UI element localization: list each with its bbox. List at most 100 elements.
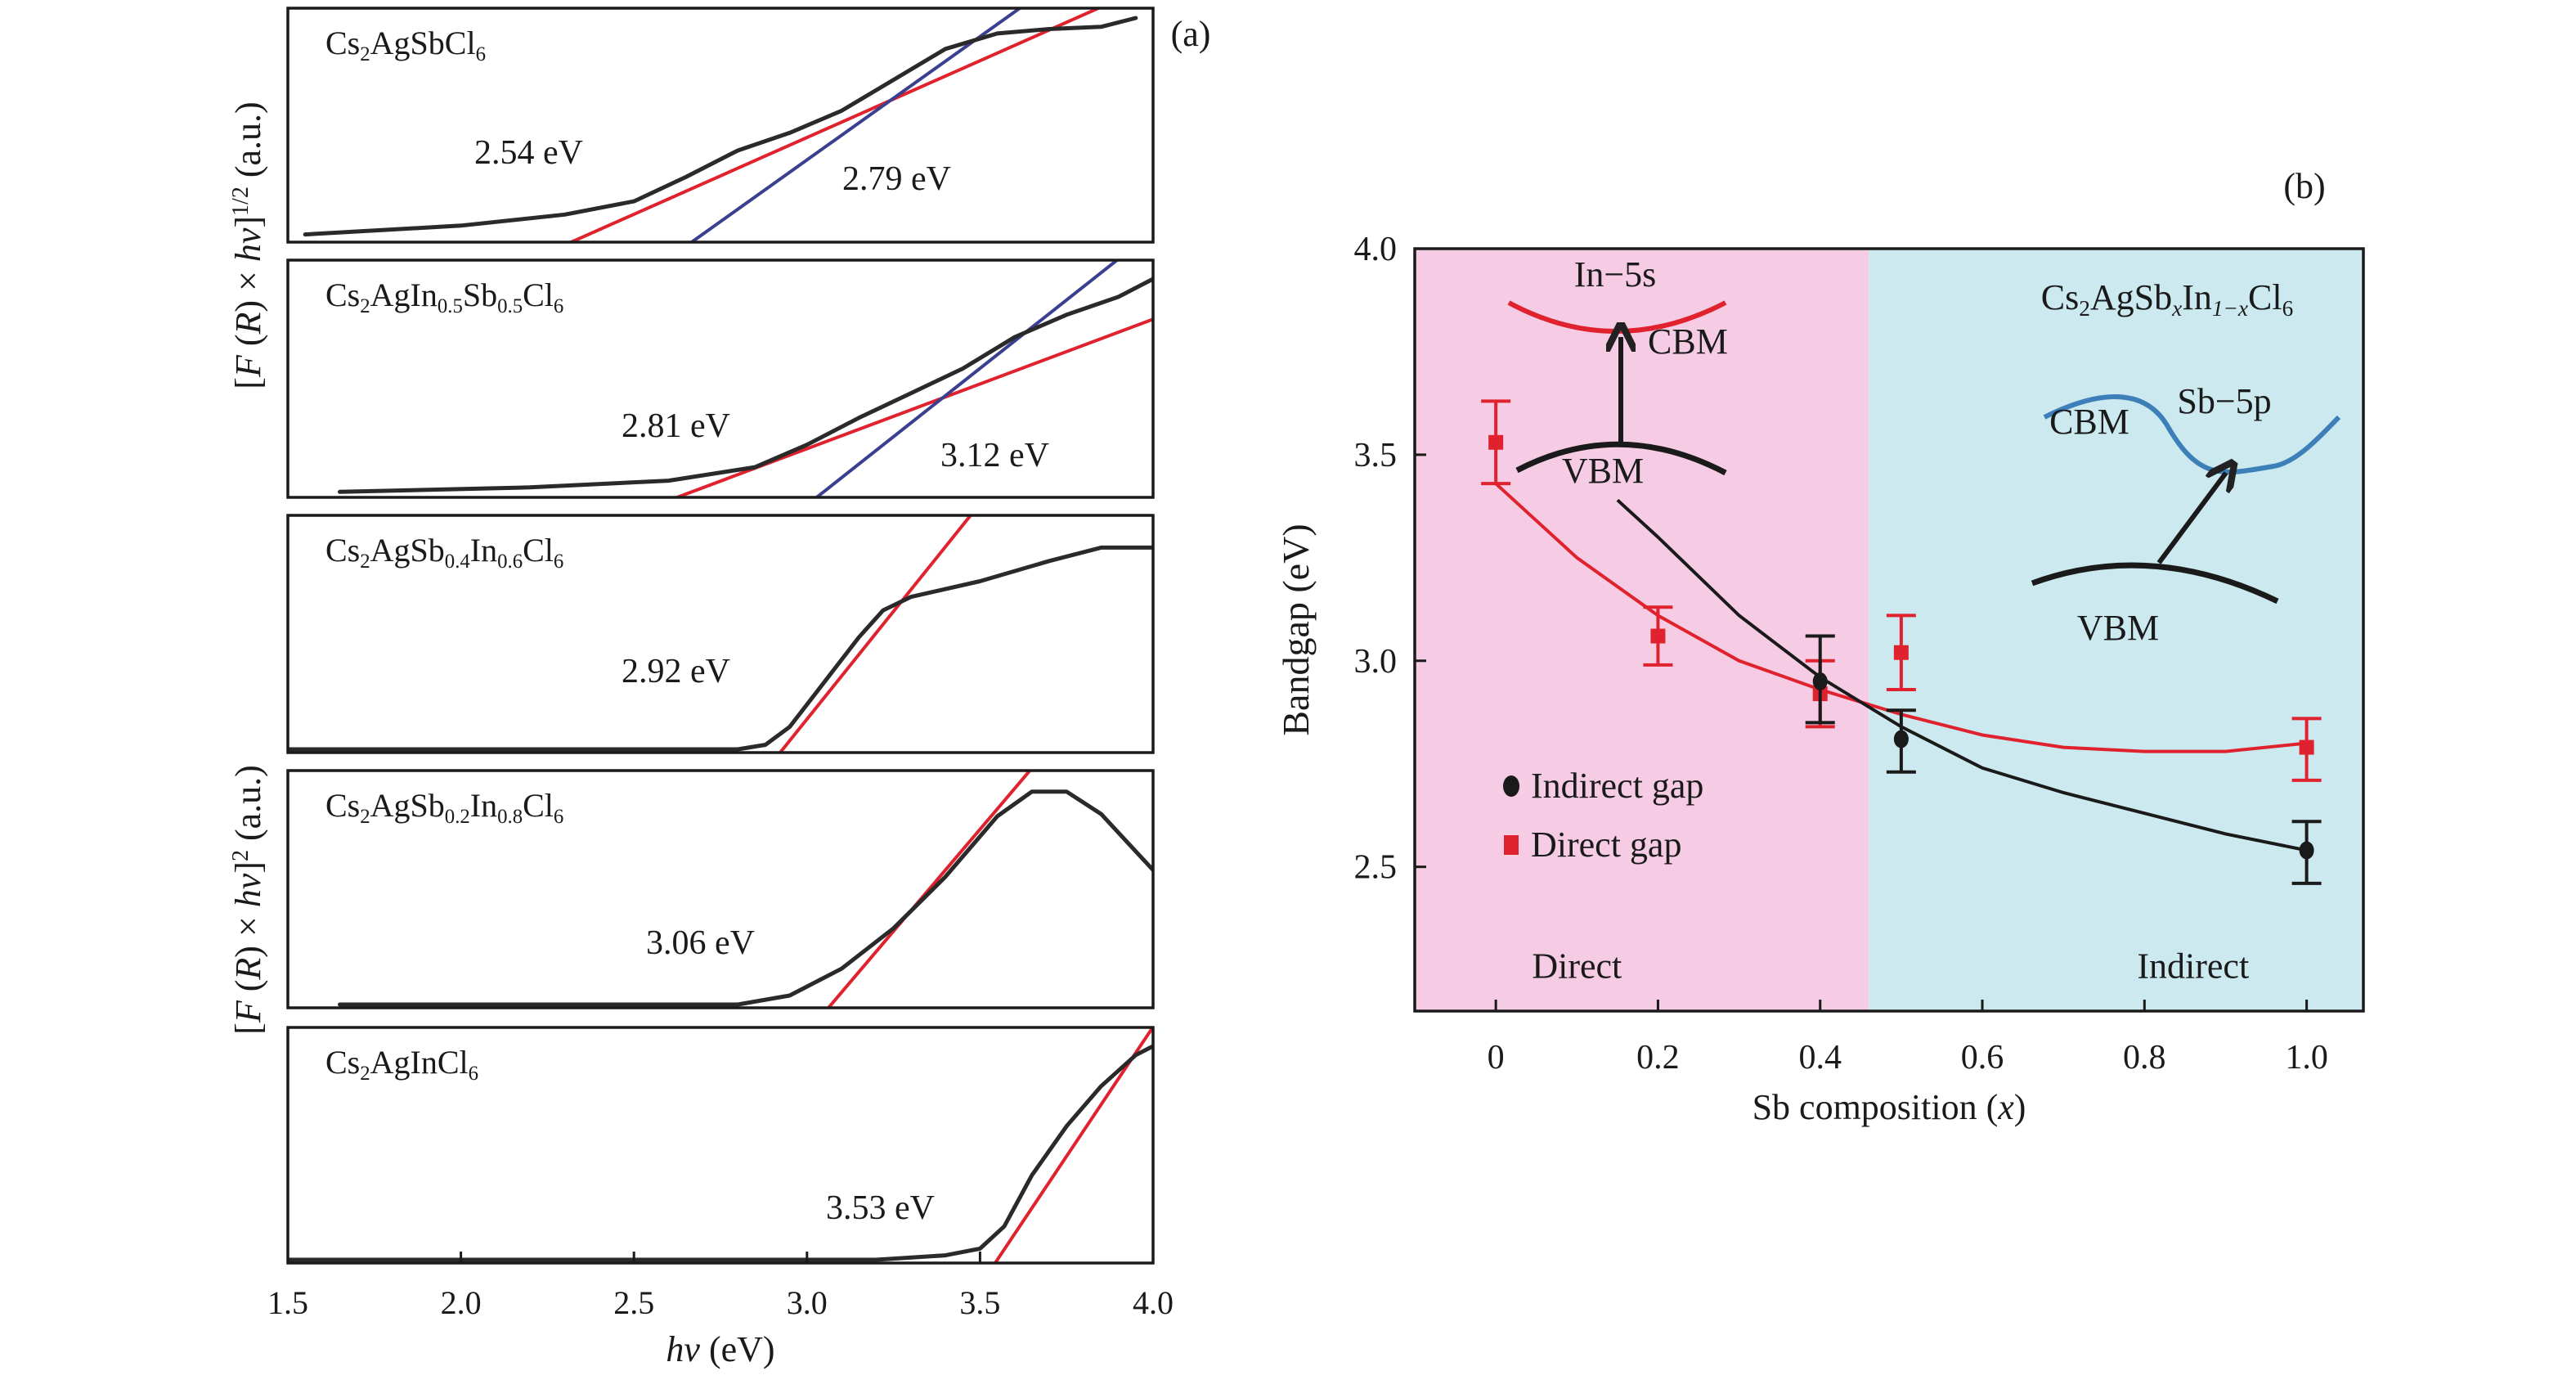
subplot-frame: [286, 769, 1155, 1009]
formula-part: AgSbCl: [370, 25, 476, 61]
x-tick-label: 0: [1488, 1039, 1505, 1077]
formula-part: 0.4: [445, 551, 471, 573]
y-label-part: R: [228, 312, 268, 335]
formula-part: 2: [2079, 296, 2090, 321]
x-tick-label: 3.0: [787, 1284, 828, 1321]
subplot-5: Cs2AgInCl6 3.53 eV: [286, 1026, 1155, 1265]
marker-square: [1650, 628, 1666, 644]
formula-label: Cs2AgSbxIn1−xCl6: [2041, 277, 2294, 321]
formula-part: Cl: [523, 787, 554, 824]
fit-line-blue: [814, 260, 1120, 497]
formula-part: AgInCl: [370, 1044, 469, 1081]
cbm-label-left: CBM: [1648, 321, 1728, 362]
formula-part: 2: [360, 295, 370, 317]
y-label-part: ) ×: [228, 907, 268, 957]
marker-square: [1893, 645, 1909, 660]
bandgap-annotation: 3.12 eV: [940, 437, 1049, 474]
y-label-part: hv: [228, 873, 268, 907]
absorption-curve: [338, 789, 1153, 1007]
compound-label: Cs2AgSb0.2In0.8Cl6: [325, 787, 563, 828]
panel-label-b: (b): [2283, 166, 2325, 206]
y-tick-label: 2.5: [1354, 849, 1398, 887]
y-tick-label: 3.0: [1354, 643, 1398, 681]
subplot-1: Cs2AgSbCl6 2.54 eV 2.79 eV: [286, 7, 1155, 244]
plot-area: [338, 771, 1153, 1008]
y-axis-label-top: [F (R) × hv]1/2 (a.u.): [228, 101, 269, 389]
cbm-label-right: CBM: [2049, 402, 2129, 442]
y-label-part: (: [228, 980, 268, 1001]
data-point-indirect-gap: [1886, 708, 1916, 774]
legend: Indirect gap Direct gap: [1503, 766, 1703, 865]
plot-area: [303, 8, 1138, 242]
subplot-frame: [286, 514, 1155, 754]
x-tick-label: 2.0: [441, 1284, 482, 1321]
data-point-direct-gap: [2291, 717, 2322, 782]
x-tick-label: 3.5: [959, 1284, 1000, 1321]
bandgap-annotation: 2.92 eV: [622, 653, 730, 690]
data-point-direct-gap: [1886, 614, 1916, 692]
y-label-part: R: [228, 958, 268, 981]
formula-part: Cs: [325, 25, 360, 61]
formula-part: 6: [554, 295, 563, 317]
region-indirect: [1869, 249, 2363, 1011]
formula-part: Cl: [523, 532, 554, 569]
panel-label-a: (a): [1171, 14, 1211, 54]
panel-b: Direct Indirect In−5s CBM VBM Sb−5p CBM VBM Cs2A…: [1275, 166, 2365, 1127]
subplot-frame: [286, 1026, 1155, 1265]
y-axis-label: Bandgap (eV): [1275, 524, 1317, 735]
subplot-3: Cs2AgSb0.4In0.6Cl6 2.92 eV: [286, 514, 1155, 754]
formula-part: Cl: [2248, 277, 2282, 317]
bandgap-annotation: 2.81 eV: [622, 407, 730, 445]
marker-circle: [1893, 730, 1909, 748]
x-axis-label-unit: (eV): [700, 1329, 775, 1369]
formula-part: In: [2182, 277, 2212, 317]
y-label-part: F: [228, 1000, 268, 1023]
formula-part: 2: [360, 43, 370, 65]
axes-frame: [1413, 247, 2365, 1013]
fit-line-red: [672, 317, 1153, 497]
formula-part: 0.8: [497, 806, 523, 828]
formula-part: In: [470, 787, 497, 824]
formula-part: 6: [554, 806, 563, 828]
formula-part: Cs: [325, 787, 360, 824]
y-axis-label-bottom: [F (R) × hv]2 (a.u.): [228, 765, 269, 1035]
legend-label: Indirect gap: [1531, 766, 1703, 806]
x-tick-label: 2.5: [613, 1284, 654, 1321]
x-axis-label: Sb composition (x): [1752, 1087, 2026, 1127]
formula-part: 1−x: [2212, 296, 2248, 321]
formula-part: 6: [476, 43, 486, 65]
y-tick-label: 3.5: [1354, 437, 1398, 474]
plot-area-b: [1481, 399, 2322, 885]
absorption-curve: [303, 16, 1138, 237]
formula-part: 2: [360, 1063, 370, 1085]
subplot-4: Cs2AgSb0.2In0.8Cl6 3.06 eV: [286, 769, 1155, 1009]
formula-part: 2: [360, 806, 370, 828]
data-point-indirect-gap: [2291, 820, 2322, 885]
x-axis-label-close: ): [2014, 1087, 2026, 1127]
cbm-band-sb5p: [2043, 394, 2341, 475]
marker-circle: [2299, 841, 2314, 860]
fit-curve-indirect-gap: [1616, 498, 2307, 852]
region-direct: [1415, 249, 1869, 1011]
y-label-part: [: [228, 377, 268, 389]
x-tick-label: 0.8: [2123, 1039, 2166, 1077]
y-label-part: (a.u.): [228, 765, 268, 850]
formula-part: 2: [360, 551, 370, 573]
fit-line-red: [567, 8, 1103, 242]
formula-part: Cs: [2041, 277, 2079, 317]
fit-line-red: [778, 515, 973, 753]
transition-arrow-indirect: [2156, 473, 2226, 564]
compound-label: Cs2AgSb0.4In0.6Cl6: [325, 532, 563, 573]
orbital-label-in5s: In−5s: [1574, 254, 1657, 294]
compound-label: Cs2AgIn0.5Sb0.5Cl6: [325, 276, 563, 317]
legend-label: Direct gap: [1531, 825, 1681, 865]
plot-area: [338, 260, 1153, 497]
region-label-direct: Direct: [1532, 946, 1622, 987]
formula-part: AgIn: [370, 276, 438, 313]
x-tick-label: 0.4: [1798, 1039, 1842, 1077]
absorption-curve: [338, 276, 1153, 494]
x-tick-label: 1.5: [267, 1284, 308, 1321]
plot-area: [288, 1027, 1153, 1263]
